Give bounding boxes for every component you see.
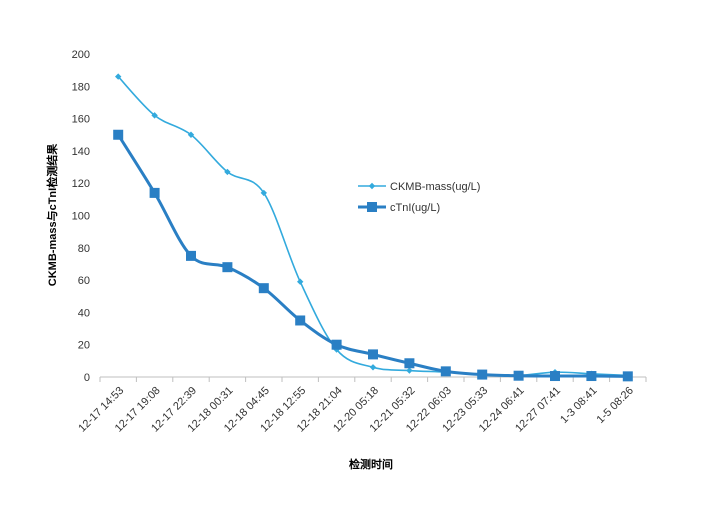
legend-label: CKMB-mass(ug/L) bbox=[390, 181, 480, 193]
y-tick-label: 60 bbox=[78, 275, 90, 287]
data-point bbox=[222, 262, 233, 273]
data-point bbox=[404, 358, 415, 369]
data-point bbox=[331, 339, 342, 350]
data-point bbox=[149, 187, 160, 198]
y-axis-ticks: 0 20 40 60 80 100 120 140 160 180 200 bbox=[72, 49, 90, 384]
data-point bbox=[368, 349, 378, 360]
data-point bbox=[224, 168, 231, 176]
series-group bbox=[113, 73, 633, 382]
data-point bbox=[113, 129, 124, 140]
y-tick-label: 100 bbox=[72, 211, 90, 223]
data-point bbox=[513, 370, 524, 381]
data-point bbox=[187, 131, 195, 138]
data-point bbox=[369, 364, 377, 371]
y-tick-label: 80 bbox=[78, 243, 90, 255]
y-tick-label: 160 bbox=[72, 114, 90, 126]
legend-marker bbox=[368, 182, 376, 190]
y-tick-label: 140 bbox=[72, 146, 90, 158]
data-point bbox=[295, 315, 306, 326]
data-point bbox=[622, 371, 633, 382]
x-tick-label: 1-3 08:41 bbox=[558, 385, 599, 426]
x-axis-title: 检测时间 bbox=[349, 457, 393, 471]
series-line bbox=[117, 76, 628, 377]
legend: CKMB-mass(ug/L) cTnI(ug/L) bbox=[358, 181, 480, 214]
y-tick-label: 20 bbox=[78, 340, 90, 352]
data-point bbox=[406, 367, 413, 374]
data-point bbox=[440, 366, 451, 377]
data-point bbox=[151, 112, 158, 119]
y-tick-label: 180 bbox=[72, 81, 90, 93]
series-ctni bbox=[113, 129, 633, 382]
axes bbox=[99, 376, 647, 382]
data-point bbox=[115, 73, 122, 80]
y-tick-label: 40 bbox=[78, 307, 90, 319]
y-tick-label: 200 bbox=[72, 49, 90, 61]
y-tick-label: 120 bbox=[72, 178, 90, 190]
data-point bbox=[477, 369, 488, 380]
legend-marker bbox=[367, 202, 377, 212]
data-point bbox=[260, 189, 267, 197]
y-tick-label: 0 bbox=[84, 372, 90, 384]
series-ckmb-mass bbox=[115, 73, 631, 379]
data-point bbox=[186, 250, 196, 261]
data-point bbox=[550, 371, 560, 382]
x-tick-label: 1-5 08:26 bbox=[595, 385, 636, 426]
data-point bbox=[297, 278, 304, 285]
data-point bbox=[258, 283, 269, 294]
y-axis-title: CKMB-mass与cTnI检测结果 bbox=[45, 144, 59, 286]
legend-label: cTnI(ug/L) bbox=[390, 202, 440, 214]
data-point bbox=[586, 371, 597, 382]
